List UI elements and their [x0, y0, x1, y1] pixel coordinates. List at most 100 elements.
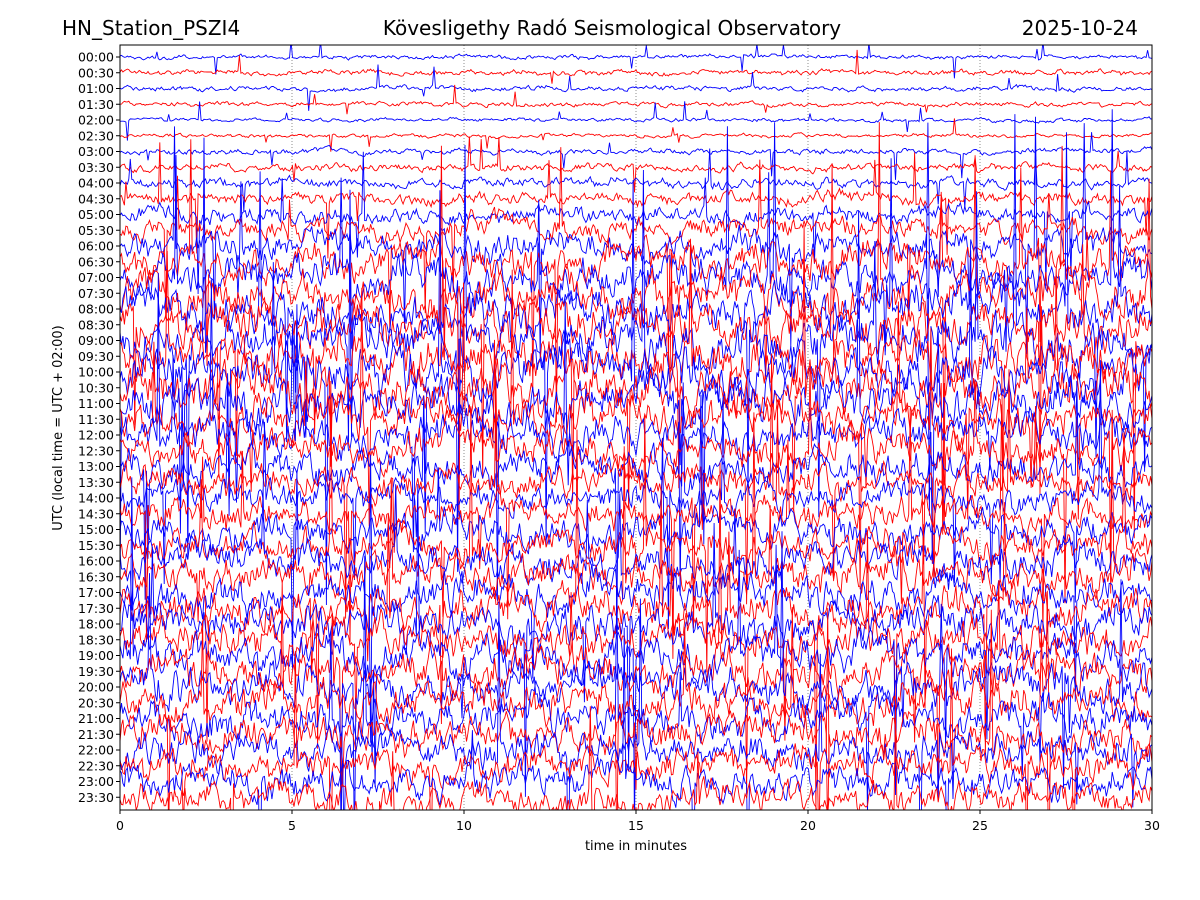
y-tick-label: 20:00 — [78, 680, 114, 695]
y-tick-label: 22:00 — [78, 743, 114, 758]
y-tick-label: 18:00 — [78, 617, 114, 632]
y-tick-label: 11:30 — [78, 412, 114, 427]
trace-row-1230 — [120, 339, 1152, 604]
x-tick-label: 25 — [972, 818, 988, 833]
y-axis-label: UTC (local time = UTC + 02:00) — [51, 325, 66, 530]
trace-row-1400 — [120, 360, 1152, 630]
x-tick-label: 5 — [288, 818, 296, 833]
trace-row-1130 — [120, 269, 1152, 590]
trace-row-0230 — [120, 118, 1152, 152]
y-tick-label: 09:00 — [78, 333, 114, 348]
trace-row-1630 — [120, 412, 1152, 623]
y-tick-label: 08:00 — [78, 302, 114, 317]
x-tick-label: 30 — [1144, 818, 1160, 833]
trace-row-0500 — [120, 151, 1152, 295]
trace-row-2100 — [120, 555, 1152, 810]
trace-row-1700 — [120, 546, 1152, 743]
y-tick-label: 19:00 — [78, 648, 114, 663]
y-tick-label: 08:30 — [78, 317, 114, 332]
y-axis: 00:0000:3001:0001:3002:0002:3003:0003:30… — [78, 50, 120, 805]
trace-row-2030 — [120, 581, 1152, 810]
trace-row-2130 — [120, 609, 1152, 810]
trace-row-1330 — [120, 353, 1152, 619]
trace-row-0600 — [120, 116, 1152, 358]
x-axis-label: time in minutes — [585, 839, 687, 854]
trace-row-0130 — [120, 84, 1152, 115]
trace-row-1100 — [120, 210, 1152, 600]
y-tick-label: 03:00 — [78, 144, 114, 159]
y-tick-label: 18:30 — [78, 632, 114, 647]
trace-row-0530 — [120, 147, 1152, 319]
y-tick-label: 05:30 — [78, 223, 114, 238]
trace-row-1800 — [120, 454, 1152, 797]
y-tick-label: 19:30 — [78, 664, 114, 679]
trace-row-1830 — [120, 462, 1152, 810]
trace-row-2330 — [120, 706, 1152, 810]
trace-row-0630 — [120, 139, 1152, 423]
trace-row-2230 — [120, 607, 1152, 810]
y-tick-label: 05:00 — [78, 207, 114, 222]
x-axis: 0 5 10 15 20 25 30 — [116, 810, 1160, 833]
y-tick-label: 04:00 — [78, 176, 114, 191]
trace-row-1730 — [120, 429, 1152, 755]
y-tick-label: 21:00 — [78, 711, 114, 726]
trace-row-1930 — [120, 592, 1152, 810]
x-tick-label: 0 — [116, 818, 124, 833]
y-tick-label: 12:30 — [78, 443, 114, 458]
y-tick-label: 17:30 — [78, 601, 114, 616]
y-tick-label: 12:00 — [78, 428, 114, 443]
y-tick-label: 06:30 — [78, 254, 114, 269]
y-tick-label: 01:30 — [78, 97, 114, 112]
y-tick-label: 07:30 — [78, 286, 114, 301]
trace-row-0100 — [120, 64, 1152, 111]
chart-title: Kövesligethy Radó Seismological Observat… — [382, 16, 842, 40]
y-tick-label: 17:00 — [78, 585, 114, 600]
trace-row-0400 — [120, 148, 1152, 212]
y-tick-label: 00:30 — [78, 65, 114, 80]
trace-row-0430 — [120, 142, 1152, 259]
trace-row-0200 — [120, 101, 1152, 141]
trace-row-2200 — [120, 598, 1152, 810]
trace-row-0300 — [120, 132, 1152, 180]
y-tick-label: 06:00 — [78, 239, 114, 254]
y-tick-label: 07:00 — [78, 270, 114, 285]
trace-row-0030 — [120, 49, 1152, 84]
y-tick-label: 20:30 — [78, 695, 114, 710]
y-tick-label: 23:30 — [78, 790, 114, 805]
y-tick-label: 14:00 — [78, 491, 114, 506]
y-tick-label: 09:30 — [78, 349, 114, 364]
y-tick-label: 16:00 — [78, 554, 114, 569]
trace-row-0700 — [120, 109, 1152, 449]
y-tick-label: 14:30 — [78, 506, 114, 521]
seismic-traces — [120, 45, 1152, 810]
y-tick-label: 13:30 — [78, 475, 114, 490]
y-tick-label: 03:30 — [78, 160, 114, 175]
station-name: HN_Station_PSZI4 — [62, 16, 241, 40]
trace-row-1900 — [120, 477, 1152, 810]
trace-row-1030 — [120, 225, 1152, 535]
y-tick-label: 16:30 — [78, 569, 114, 584]
y-tick-label: 15:30 — [78, 538, 114, 553]
y-tick-label: 02:00 — [78, 113, 114, 128]
trace-row-0330 — [120, 136, 1152, 193]
y-tick-label: 00:00 — [78, 50, 114, 65]
y-tick-label: 11:00 — [78, 396, 114, 411]
y-tick-label: 04:30 — [78, 191, 114, 206]
y-tick-label: 23:00 — [78, 774, 114, 789]
x-tick-label: 20 — [800, 818, 816, 833]
chart-date: 2025-10-24 — [1021, 16, 1138, 40]
trace-row-2300 — [120, 627, 1152, 810]
trace-row-2000 — [120, 531, 1152, 810]
trace-row-0800 — [120, 132, 1152, 443]
x-tick-label: 10 — [456, 818, 472, 833]
x-tick-label: 15 — [628, 818, 644, 833]
trace-row-1300 — [120, 380, 1152, 634]
y-tick-label: 01:00 — [78, 81, 114, 96]
y-tick-label: 13:00 — [78, 459, 114, 474]
y-tick-label: 10:30 — [78, 380, 114, 395]
y-tick-label: 21:30 — [78, 727, 114, 742]
y-tick-label: 22:30 — [78, 758, 114, 773]
trace-row-0000 — [120, 45, 1152, 79]
y-tick-label: 15:00 — [78, 522, 114, 537]
